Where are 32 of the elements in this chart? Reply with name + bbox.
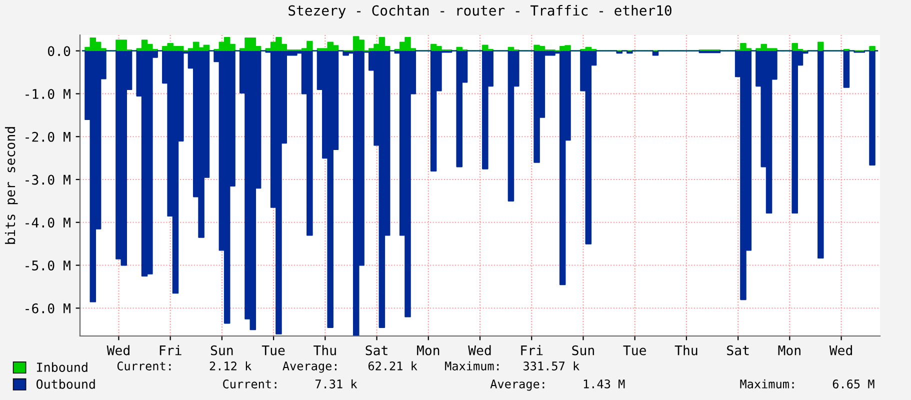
- x-tick-label: Mon: [778, 346, 800, 356]
- text: Average: 1.43 M: [490, 379, 625, 391]
- x-tick-label: Sun: [210, 345, 233, 356]
- x-tick-label: Thu: [314, 345, 336, 356]
- chart-title: Stezery - Cochtan - router - Traffic - ether10: [288, 5, 672, 18]
- y-tick-label: -4.0 M: [26, 218, 70, 228]
- x-tick-label: Sat: [366, 345, 388, 356]
- text: Current: 2.12 k: [117, 361, 252, 370]
- y-tick-label: -6.0 M: [26, 303, 70, 314]
- x-tick-label: Tue: [262, 346, 285, 356]
- x-tick-label: Wed: [829, 345, 852, 356]
- x-tick-label: Sat: [727, 345, 749, 356]
- x-tick-label: Tue: [623, 346, 646, 356]
- y-tick-label: -5.0 M: [26, 260, 70, 270]
- y-tick-label: 0.0: [48, 46, 70, 56]
- x-tick-label: Wed: [468, 345, 491, 356]
- y-tick-label: -2.0 M: [26, 132, 70, 142]
- x-tick-label: Wed: [106, 345, 130, 356]
- text: Current: 7.31 k: [223, 379, 358, 388]
- x-tick-label: Fri: [160, 345, 182, 356]
- x-tick-label: Sun: [572, 345, 594, 356]
- x-tick-label: Fri: [521, 345, 543, 356]
- y-tick-label: -3.0 M: [26, 174, 70, 185]
- text: Maximum: 331.57 k: [445, 361, 580, 370]
- y-tick-label: -1.0 M: [26, 88, 70, 99]
- text: Maximum: 6.65 M: [740, 379, 874, 388]
- y-axis-title: bits per second: [4, 127, 18, 244]
- text: Average: 62.21 k: [282, 361, 418, 373]
- legend-label: Inbound: [37, 362, 88, 372]
- legend-label: Outbound: [36, 379, 95, 389]
- x-tick-label: Mon: [417, 346, 440, 356]
- x-tick-label: Thu: [674, 345, 698, 356]
